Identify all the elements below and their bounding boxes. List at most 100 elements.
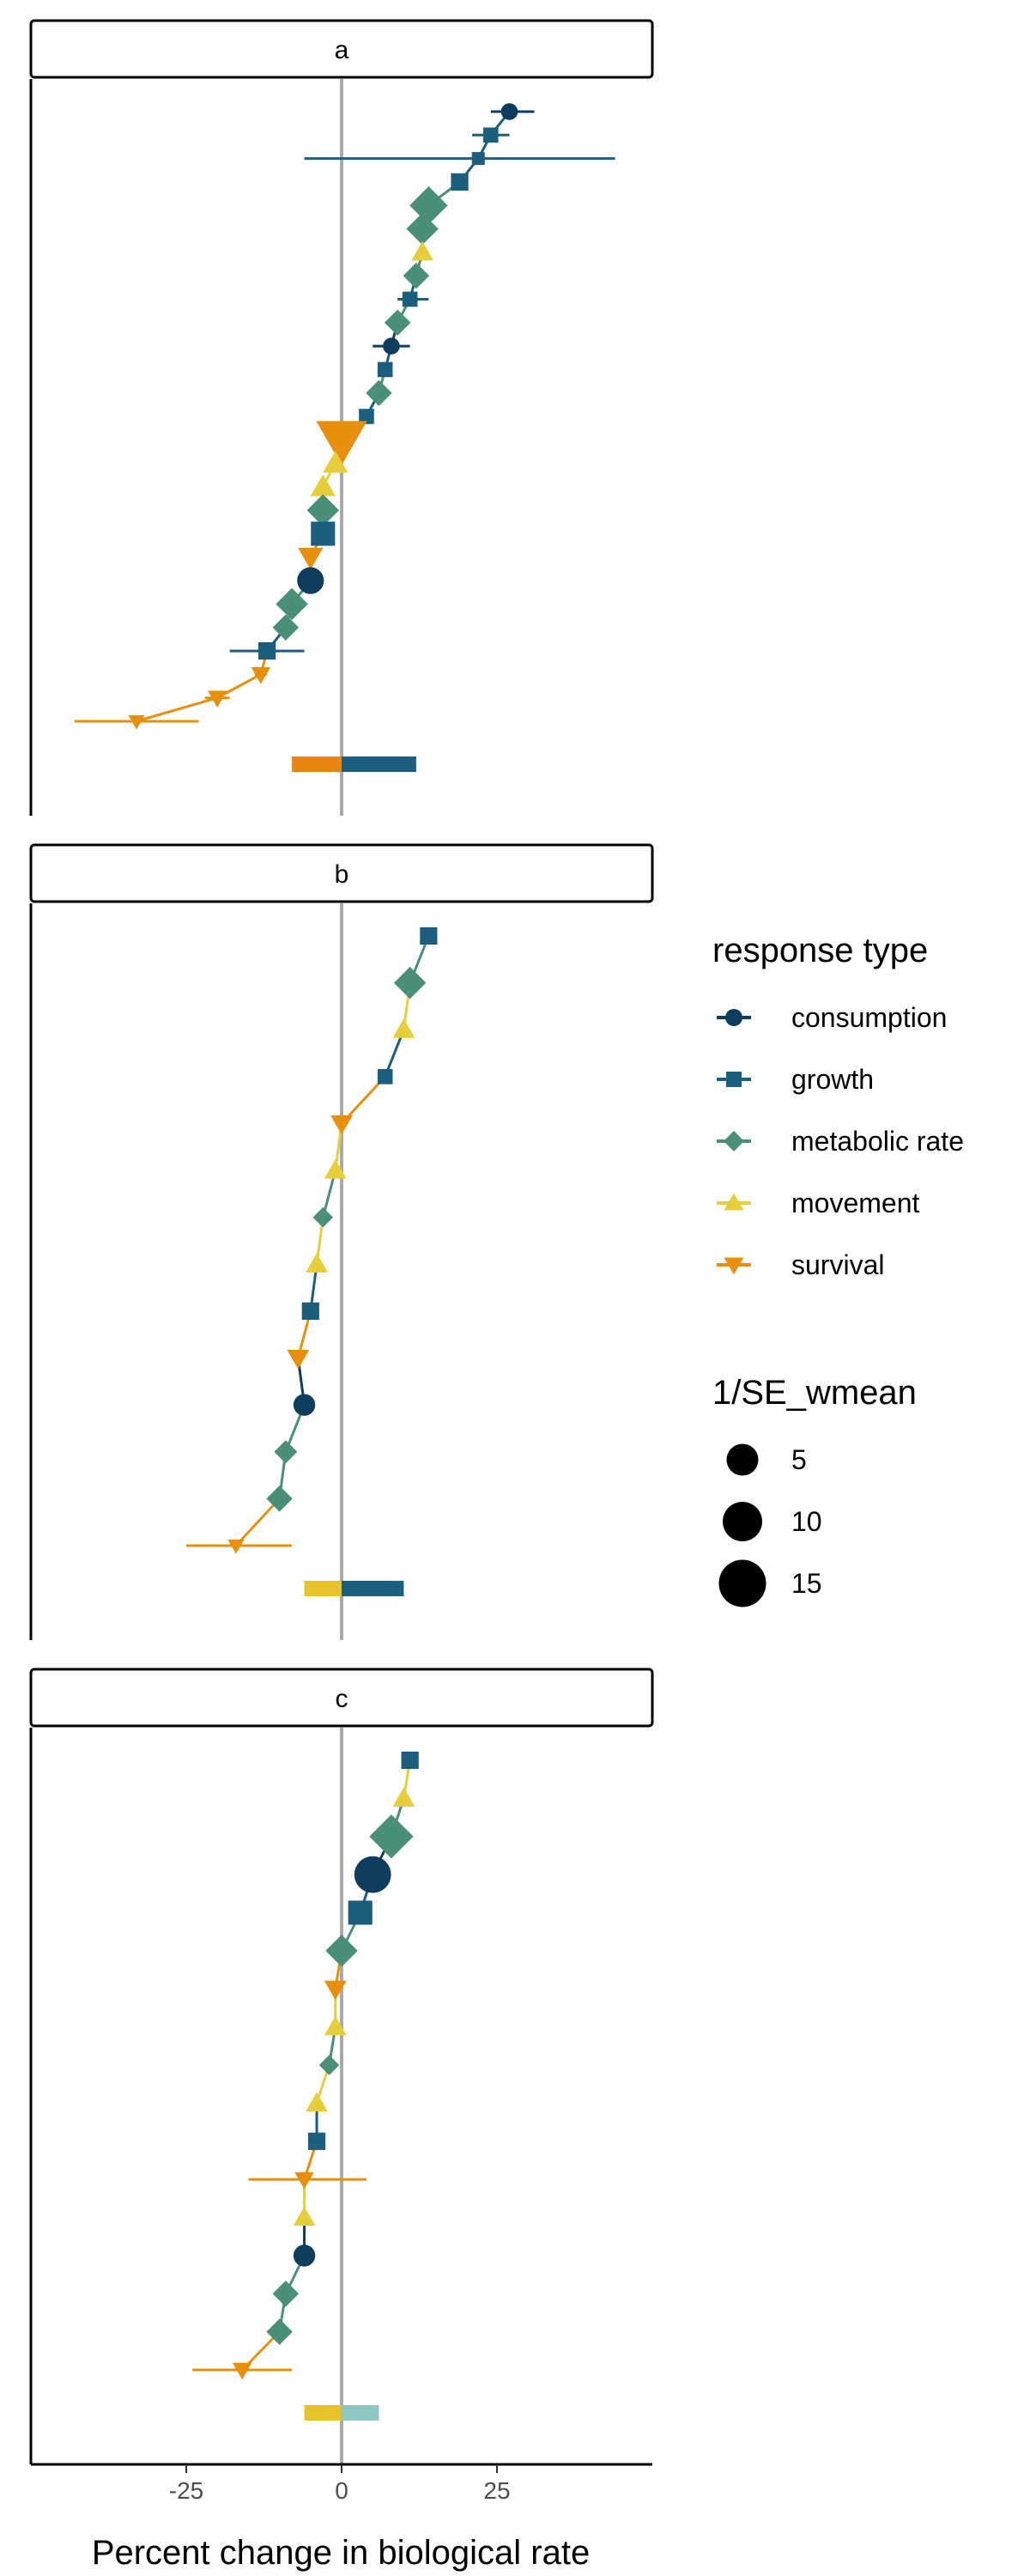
data-point-growth: [311, 521, 336, 546]
summary-bar: [304, 2405, 342, 2421]
data-point-metabolic-rate: [318, 2055, 340, 2075]
connector-segment: [136, 696, 218, 723]
data-point-survival: [294, 2172, 314, 2190]
legend-size-keys: 5 10 15: [718, 1443, 822, 1607]
facet-panel-b: b: [29, 843, 654, 1640]
data-point-growth: [451, 173, 469, 191]
data-point-movement: [324, 2015, 347, 2036]
data-point-growth: [401, 1751, 419, 1770]
data-point-survival: [128, 714, 145, 730]
data-point-metabolic-rate: [276, 587, 308, 621]
data-point-consumption: [500, 103, 518, 120]
legend-key-marker: [724, 1131, 744, 1151]
data-point-survival: [232, 2362, 252, 2380]
data-point-growth: [482, 127, 499, 143]
legend-size-key: 10: [723, 1502, 822, 1541]
data-point-movement: [392, 1018, 415, 1038]
data-point-consumption: [293, 1394, 316, 1416]
legend-key-label: survival: [791, 1249, 884, 1280]
legend-key-marker: [726, 1072, 742, 1087]
data-point-survival: [316, 421, 367, 465]
data-point-metabolic-rate: [312, 1206, 334, 1228]
data-point-metabolic-rate: [272, 614, 300, 641]
legend-key-label: movement: [791, 1188, 920, 1218]
facet-strip-label: c: [336, 1685, 348, 1713]
summary-bar: [342, 2405, 379, 2421]
legend-key-survival: survival: [717, 1249, 884, 1280]
legend-size-marker: [723, 1502, 762, 1541]
legend-key-label: consumption: [791, 1002, 947, 1033]
facet-panel-a: a: [29, 19, 654, 816]
facet-strip: [29, 19, 654, 79]
data-point-growth: [377, 361, 393, 378]
data-point-growth: [471, 152, 485, 166]
data-point-metabolic-rate: [266, 2318, 293, 2345]
data-point-movement: [324, 1159, 347, 1179]
summary-bar: [304, 1581, 342, 1596]
legend-key-label: growth: [791, 1064, 874, 1095]
legend-key-metabolic-rate: metabolic rate: [717, 1126, 964, 1157]
data-point-growth: [348, 1900, 373, 1925]
data-point-growth: [301, 1302, 319, 1321]
legend-key-marker: [724, 1193, 744, 1211]
data-point-metabolic-rate: [406, 212, 439, 246]
data-point-metabolic-rate: [366, 380, 392, 406]
data-point-metabolic-rate: [266, 1485, 293, 1512]
data-point-consumption: [293, 2245, 316, 2267]
data-point-growth: [307, 2132, 326, 2150]
data-point-survival: [287, 1349, 310, 1370]
legend-key-growth: growth: [717, 1064, 874, 1095]
legend-size-key: 5: [726, 1443, 807, 1476]
legend-key-consumption: consumption: [717, 1002, 947, 1033]
data-point-movement: [306, 2092, 328, 2111]
data-point-survival: [298, 548, 324, 570]
data-point-growth: [402, 291, 418, 307]
data-point-consumption: [297, 567, 324, 594]
data-point-growth: [420, 927, 438, 945]
legend-size-label: 5: [791, 1444, 807, 1475]
facet-strip-label: a: [335, 36, 349, 64]
data-point-metabolic-rate: [403, 262, 430, 289]
data-point-movement: [306, 1253, 328, 1273]
legend-size-marker: [726, 1443, 759, 1476]
x-tick-label: 0: [335, 2477, 348, 2504]
data-point-movement: [411, 240, 434, 261]
legend-size-title: 1/SE_wmean: [712, 1374, 917, 1412]
data-point-movement: [323, 451, 348, 473]
data-point-consumption: [383, 337, 400, 355]
data-point-metabolic-rate: [272, 2281, 300, 2307]
data-point-survival: [330, 1115, 353, 1135]
legend-size-label: 10: [791, 1506, 822, 1537]
legend-color-keys: consumption growth metabolic rate movement s…: [717, 1002, 964, 1280]
data-point-survival: [324, 1980, 347, 2001]
facet-strip-label: b: [335, 860, 349, 889]
data-point-metabolic-rate: [306, 494, 339, 526]
x-axis: -25 0 25: [31, 2463, 652, 2504]
x-axis-title: Percent change in biological rate: [92, 2534, 590, 2572]
x-tick-label: 25: [483, 2477, 510, 2504]
summary-bar: [292, 756, 342, 772]
legend-size-key: 15: [718, 1559, 822, 1607]
data-point-growth: [377, 1069, 393, 1084]
legend-key-marker: [725, 1009, 742, 1026]
data-point-survival: [227, 1539, 245, 1554]
data-point-movement: [310, 474, 336, 496]
data-point-metabolic-rate: [393, 966, 427, 999]
data-point-metabolic-rate: [369, 1814, 414, 1859]
legend-size-label: 15: [791, 1568, 822, 1599]
legend: response type consumption growth metabolic…: [712, 932, 964, 1607]
facet-panel-c: c: [29, 1668, 654, 2464]
facet-strip: [29, 1668, 654, 1728]
facet-panels: a b c: [29, 19, 654, 2464]
data-point-survival: [207, 690, 227, 708]
data-point-metabolic-rate: [274, 1440, 298, 1464]
facet-strip: [29, 843, 654, 903]
data-point-movement: [392, 1787, 415, 1807]
legend-key-movement: movement: [717, 1188, 920, 1218]
legend-key-marker: [724, 1257, 744, 1275]
data-point-growth: [359, 409, 374, 424]
data-point-metabolic-rate: [384, 309, 411, 337]
data-point-growth: [258, 641, 276, 660]
data-point-metabolic-rate: [325, 1935, 358, 1967]
